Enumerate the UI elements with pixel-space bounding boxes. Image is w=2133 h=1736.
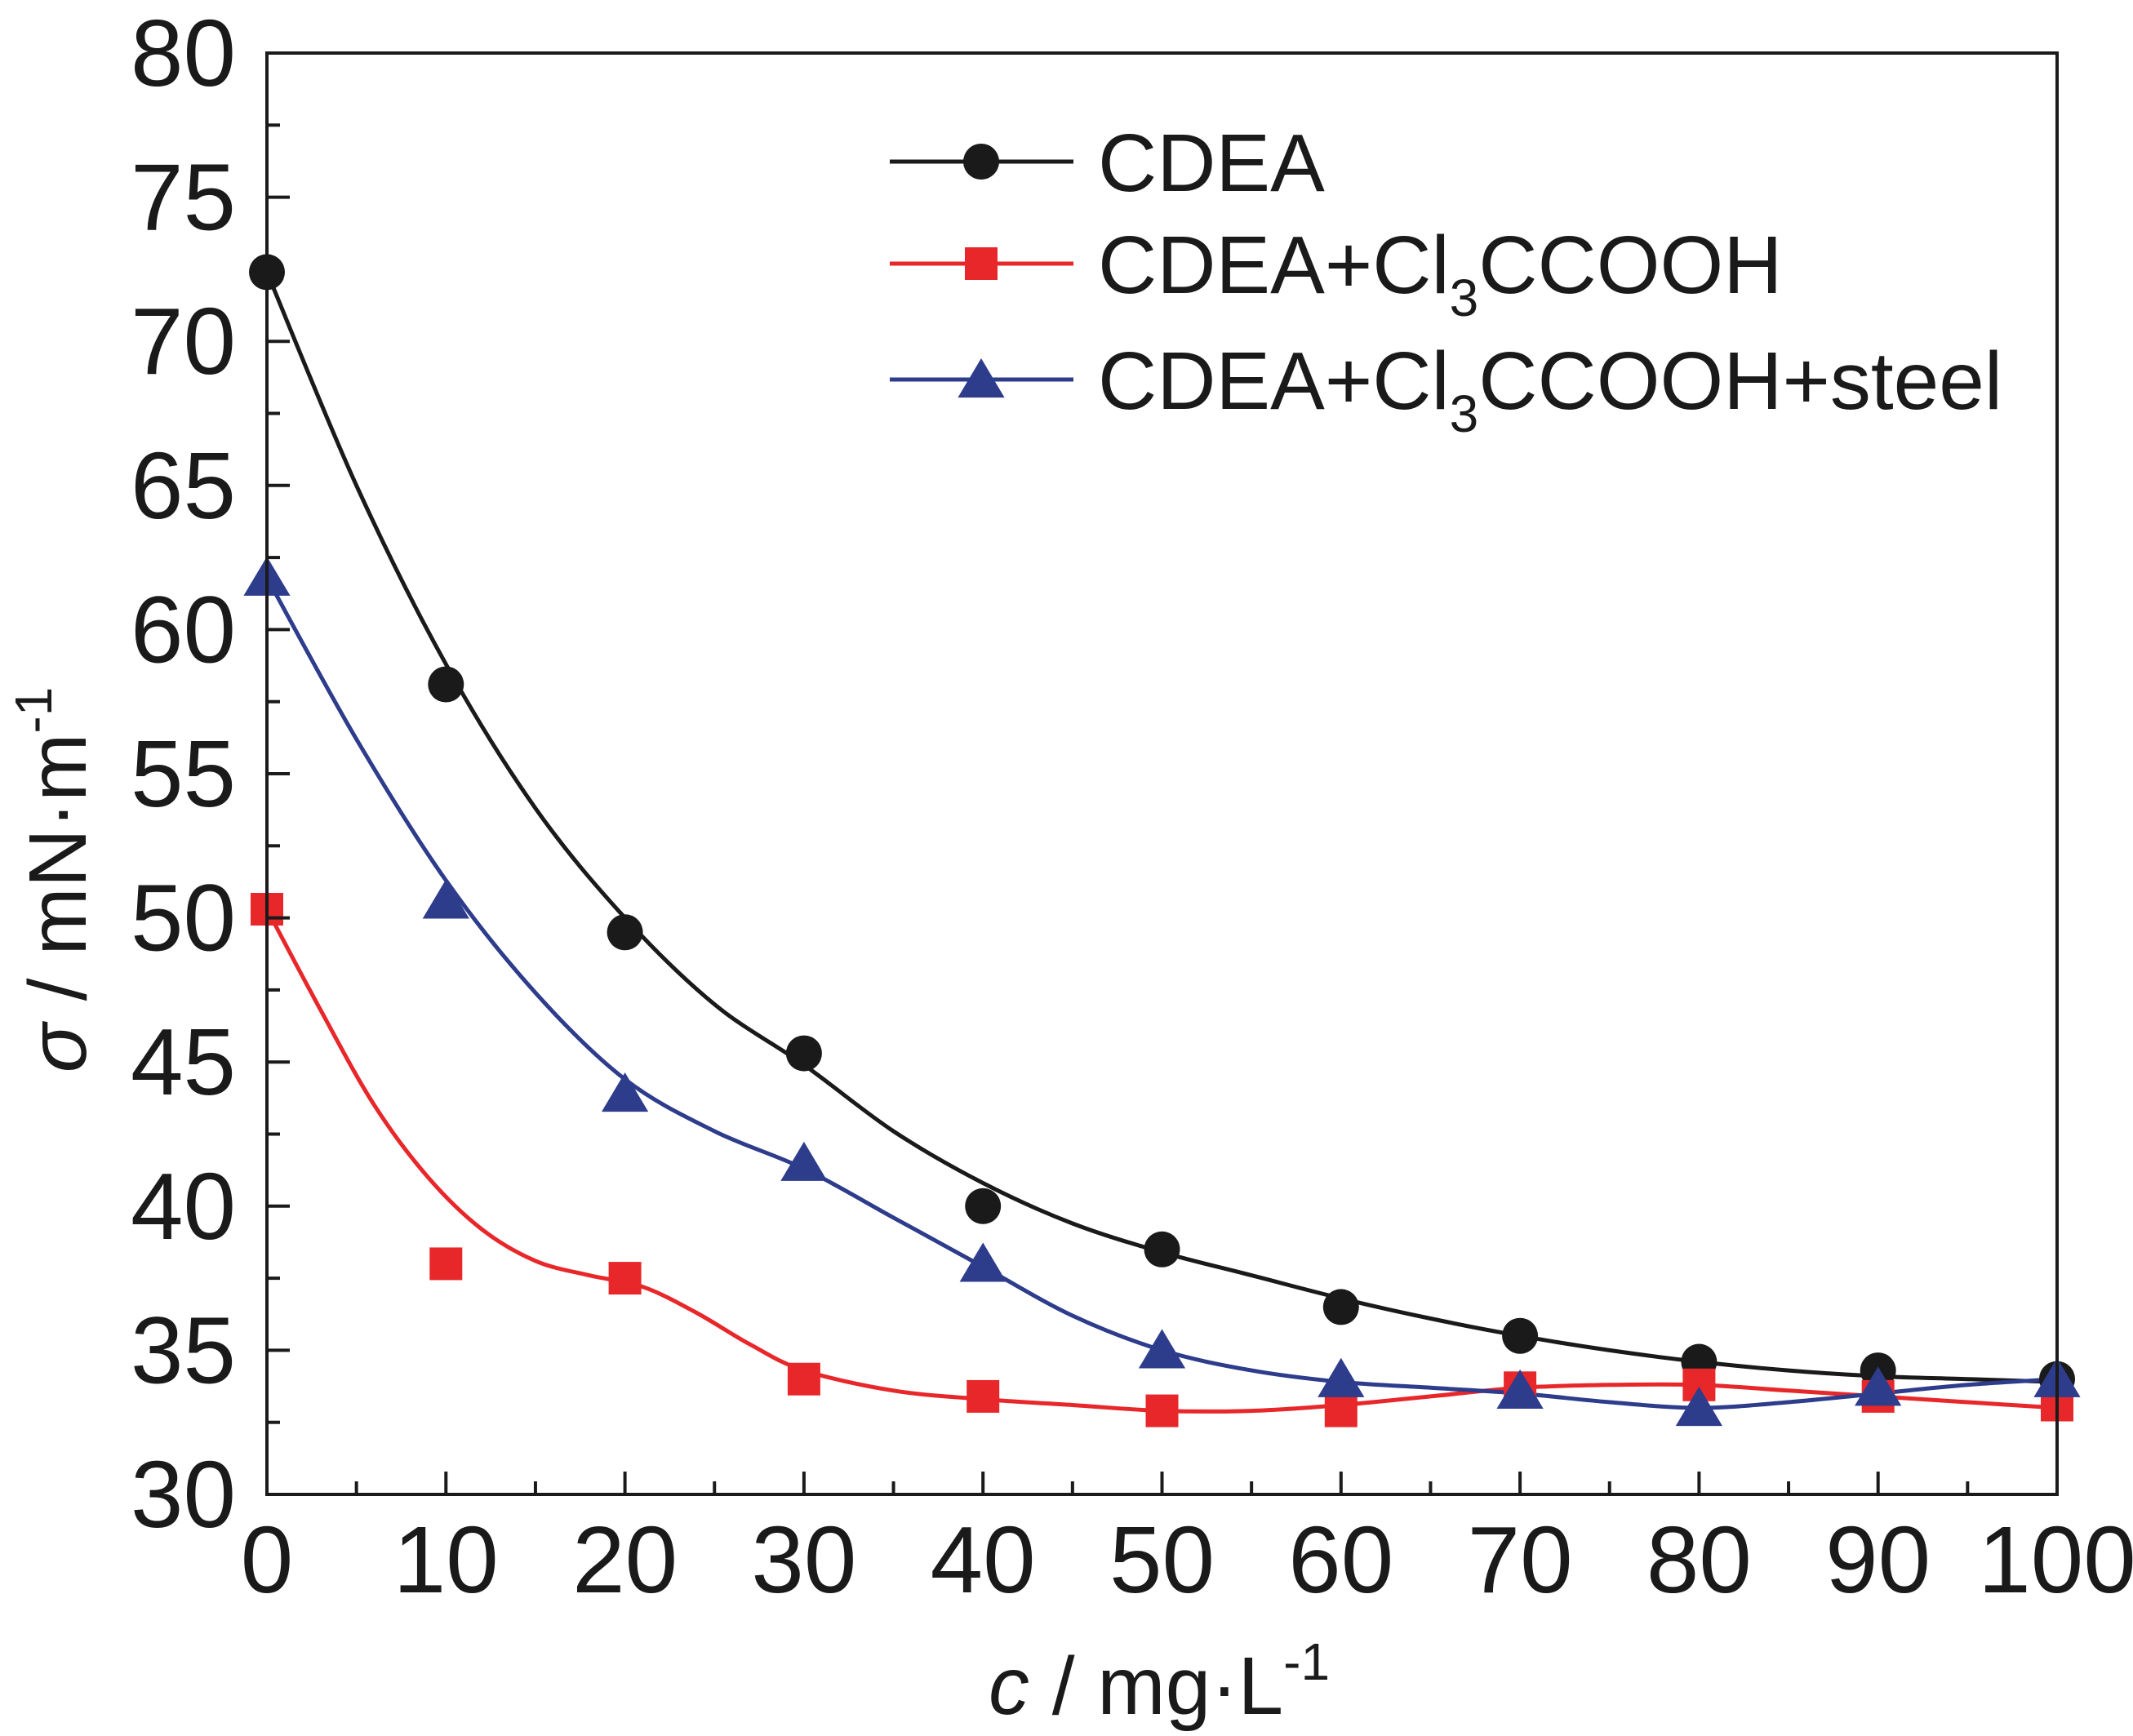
x-tick-label: 20 bbox=[572, 1507, 678, 1613]
data-point-s3-6 bbox=[1138, 1329, 1186, 1369]
data-point-s1-7 bbox=[1322, 1289, 1359, 1325]
y-tick-label: 30 bbox=[131, 1441, 236, 1547]
x-tick-label: 10 bbox=[393, 1507, 499, 1613]
legend-label-2: CDEA+Cl3CCOOH bbox=[1098, 220, 1782, 327]
data-point-s3-7 bbox=[1318, 1357, 1365, 1397]
x-axis-unit: / mg·L bbox=[1029, 1641, 1283, 1732]
y-tick-label: 70 bbox=[131, 288, 236, 394]
x-tick-label: 40 bbox=[931, 1507, 1036, 1613]
y-tick-label: 75 bbox=[131, 144, 236, 251]
data-point-s3-4 bbox=[780, 1141, 828, 1181]
y-tick-label: 80 bbox=[131, 0, 236, 106]
legend-marker-3 bbox=[958, 358, 1005, 398]
data-point-s1-4 bbox=[785, 1035, 822, 1072]
series-line-3 bbox=[264, 576, 2058, 1410]
y-tick-label: 45 bbox=[131, 1009, 236, 1115]
series-line-1 bbox=[264, 271, 2058, 1384]
x-axis-symbol: c bbox=[989, 1641, 1029, 1732]
x-tick-label: 70 bbox=[1468, 1507, 1573, 1613]
x-tick-label: 30 bbox=[751, 1507, 856, 1613]
x-tick-label: 80 bbox=[1646, 1507, 1752, 1613]
legend-label-3: CDEA+Cl3CCOOH+steel bbox=[1098, 335, 2002, 443]
x-axis-exponent: -1 bbox=[1283, 1632, 1330, 1691]
x-axis: 0 10 20 30 40 50 60 70 80 90 100 bbox=[241, 1472, 2133, 1613]
y-tick-label: 50 bbox=[131, 865, 236, 971]
data-point-s2-2 bbox=[429, 1247, 463, 1281]
legend-marker-2 bbox=[965, 247, 998, 280]
y-axis-symbol: σ bbox=[12, 1020, 104, 1072]
data-point-s1-6 bbox=[1144, 1231, 1180, 1268]
data-point-s1-8 bbox=[1502, 1317, 1539, 1354]
legend-marker-1 bbox=[963, 144, 999, 180]
y-tick-label: 55 bbox=[131, 721, 236, 827]
y-tick-label: 35 bbox=[131, 1297, 236, 1403]
y-tick-label: 40 bbox=[131, 1153, 236, 1259]
data-point-s1-3 bbox=[607, 914, 643, 951]
data-point-s3-8 bbox=[1496, 1369, 1544, 1409]
data-point-s3-3 bbox=[602, 1072, 649, 1112]
data-point-s3-2 bbox=[422, 879, 469, 919]
data-point-s2-3 bbox=[608, 1262, 642, 1295]
data-point-s2-5 bbox=[967, 1379, 1000, 1413]
data-point-s3-10 bbox=[1855, 1366, 1902, 1406]
x-tick-label: 0 bbox=[241, 1507, 294, 1613]
x-axis-title: c / mg·L-1 bbox=[989, 1632, 1330, 1732]
data-point-s3-9 bbox=[1675, 1387, 1722, 1427]
y-axis-title: σ / mN·m-1 bbox=[4, 687, 104, 1073]
data-point-s2-6 bbox=[1145, 1394, 1179, 1427]
data-point-s3-5 bbox=[959, 1242, 1007, 1282]
x-tick-label: 90 bbox=[1825, 1507, 1931, 1613]
x-tick-label: 50 bbox=[1109, 1507, 1215, 1613]
data-point-s1-2 bbox=[428, 666, 464, 703]
x-tick-label: 60 bbox=[1288, 1507, 1393, 1613]
y-axis: 30 35 40 45 50 55 60 65 70 75 80 bbox=[131, 0, 290, 1547]
data-point-s1-5 bbox=[965, 1188, 1002, 1224]
y-tick-label: 65 bbox=[131, 433, 236, 539]
legend-label-1: CDEA bbox=[1098, 118, 1325, 209]
x-tick-label: 100 bbox=[1978, 1507, 2133, 1613]
data-point-s2-4 bbox=[787, 1362, 820, 1396]
y-tick-label: 60 bbox=[131, 576, 236, 682]
data-point-s2-7 bbox=[1324, 1394, 1358, 1427]
y-axis-unit: / mN·m bbox=[12, 734, 104, 1023]
y-axis-exponent: -1 bbox=[4, 687, 63, 734]
